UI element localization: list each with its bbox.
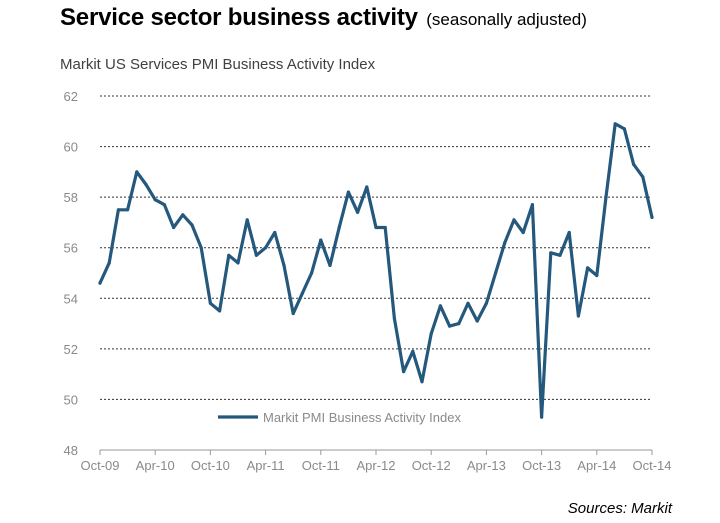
data-point <box>310 271 314 275</box>
data-point <box>512 218 516 222</box>
data-point <box>632 162 636 166</box>
y-tick-label: 56 <box>64 241 78 256</box>
data-point <box>254 253 258 257</box>
data-point <box>135 170 139 174</box>
data-point <box>549 251 553 255</box>
y-tick-label: 60 <box>64 140 78 155</box>
data-point <box>420 380 424 384</box>
data-point <box>540 415 544 419</box>
x-tick-label: Apr-11 <box>247 458 285 473</box>
x-tick-label: Apr-12 <box>356 458 395 473</box>
data-point <box>300 291 304 295</box>
data-point <box>586 266 590 270</box>
data-point <box>365 185 369 189</box>
data-point <box>650 215 654 219</box>
data-point <box>236 261 240 265</box>
x-tick-label: Oct-11 <box>302 458 340 473</box>
data-point <box>107 261 111 265</box>
y-tick-label: 54 <box>64 291 78 306</box>
x-tick-label: Apr-10 <box>136 458 175 473</box>
data-point <box>521 230 525 235</box>
x-tick-label: Oct-12 <box>412 458 451 473</box>
data-point <box>457 322 461 326</box>
y-tick-label: 48 <box>64 443 78 458</box>
data-point <box>291 311 295 316</box>
data-point <box>126 208 130 212</box>
y-tick-label: 50 <box>64 392 78 407</box>
data-point <box>429 332 433 336</box>
x-tick-label: Apr-14 <box>577 458 616 473</box>
data-point <box>162 203 166 207</box>
data-point <box>172 225 176 230</box>
data-point <box>98 281 102 285</box>
x-axis-ticks: Oct-09 Apr-10 Oct-10 Apr-11 Oct-11 Apr-12 Oct-… <box>80 458 671 473</box>
data-point <box>402 370 406 374</box>
x-tick-label: Oct-09 <box>80 458 119 473</box>
data-point <box>622 127 627 131</box>
x-tick-label: Oct-10 <box>191 458 230 473</box>
data-point <box>199 246 203 250</box>
data-point <box>356 210 360 214</box>
data-point <box>466 301 470 305</box>
data-point <box>282 263 286 267</box>
data-point <box>346 190 350 194</box>
data-point <box>595 273 599 278</box>
data-point <box>116 208 120 212</box>
source-note: Sources: Markit <box>567 500 672 517</box>
gridlines <box>100 95 652 400</box>
data-point <box>208 301 212 305</box>
data-point <box>484 301 488 305</box>
data-point <box>411 349 415 353</box>
series-line <box>98 122 654 419</box>
data-point <box>328 263 332 267</box>
data-point <box>558 253 562 257</box>
x-tick-label: Oct-14 <box>632 458 671 473</box>
legend-label: Markit PMI Business Activity Index <box>263 410 461 425</box>
data-point <box>494 271 498 275</box>
data-point <box>181 213 185 217</box>
y-tick-label: 58 <box>64 190 78 205</box>
title-main: Service sector business activity <box>60 4 418 31</box>
page-title: Service sector business activity (season… <box>60 4 587 32</box>
data-point <box>383 225 387 230</box>
data-point <box>438 304 442 308</box>
data-point <box>475 319 479 323</box>
data-point <box>337 225 341 230</box>
x-axis <box>99 449 653 455</box>
title-qualifier: (seasonally adjusted) <box>426 10 587 29</box>
data-point <box>144 182 148 187</box>
data-point <box>374 225 378 230</box>
data-point <box>576 314 581 318</box>
y-tick-label: 52 <box>64 342 78 357</box>
data-points <box>98 122 654 419</box>
data-point <box>567 230 571 235</box>
chart-title: Markit US Services PMI Business Activity… <box>60 56 376 73</box>
data-point <box>641 175 645 179</box>
data-point <box>227 253 231 257</box>
data-point <box>503 241 507 245</box>
data-point <box>530 203 535 207</box>
data-point <box>245 218 249 222</box>
y-tick-label: 62 <box>64 89 78 104</box>
data-point <box>604 195 608 199</box>
legend: Markit PMI Business Activity Index <box>218 410 461 425</box>
data-point <box>218 309 222 313</box>
x-tick-label: Apr-13 <box>467 458 506 473</box>
x-tick-label: Oct-13 <box>522 458 561 473</box>
data-point <box>273 230 277 235</box>
data-point <box>190 223 194 227</box>
data-point <box>613 122 617 126</box>
data-point <box>392 316 396 321</box>
y-axis-ticks: 48 50 52 54 56 58 60 62 <box>64 89 78 458</box>
data-point <box>319 238 323 242</box>
data-point <box>448 324 452 328</box>
data-point <box>153 198 157 202</box>
data-point <box>264 246 268 250</box>
